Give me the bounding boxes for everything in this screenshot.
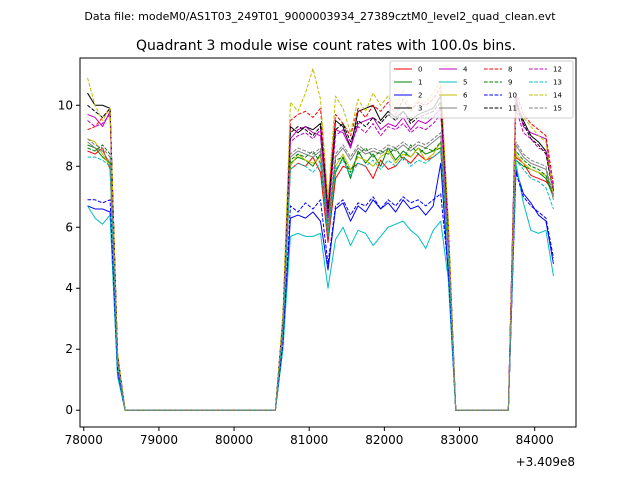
legend-entry-7: 7 — [439, 105, 467, 113]
legend-label: 9 — [508, 79, 512, 87]
legend-label: 11 — [508, 105, 517, 113]
legend-entry-12: 12 — [529, 66, 562, 74]
legend-label: 8 — [508, 66, 512, 74]
legend-label: 4 — [463, 66, 468, 74]
y-tick-label: 10 — [58, 98, 73, 112]
legend-entry-3: 3 — [394, 105, 422, 113]
legend-entry-8: 8 — [484, 66, 512, 74]
y-tick-label: 4 — [65, 281, 73, 295]
legend-entry-6: 6 — [439, 92, 468, 100]
legend-label: 10 — [508, 92, 517, 100]
x-tick-label: 79000 — [140, 433, 178, 447]
series-layer — [87, 68, 554, 411]
x-offset-label: +3.409e8 — [516, 455, 575, 469]
legend-label: 1 — [418, 79, 422, 87]
legend-label: 6 — [463, 92, 468, 100]
legend-entry-5: 5 — [439, 79, 467, 87]
x-axis: 78000 79000 80000 81000 82000 83000 84000 — [65, 427, 554, 447]
data-file-header: Data file: modeM0/AS1T03_249T01_90000039… — [84, 10, 556, 23]
legend-label: 5 — [463, 79, 467, 87]
x-tick-label: 82000 — [365, 433, 403, 447]
legend-label: 0 — [418, 66, 422, 74]
y-tick-label: 2 — [65, 342, 73, 356]
x-tick-label: 81000 — [290, 433, 328, 447]
legend-label: 15 — [553, 105, 562, 113]
legend-label: 12 — [553, 66, 562, 74]
legend-entry-14: 14 — [529, 92, 562, 100]
legend-entry-11: 11 — [484, 105, 517, 113]
x-tick-label: 84000 — [516, 433, 554, 447]
series-line-15 — [87, 132, 554, 411]
legend-entry-9: 9 — [484, 79, 512, 87]
plot-area-frame — [79, 57, 577, 428]
legend-box — [389, 60, 574, 119]
x-tick-label: 80000 — [215, 433, 253, 447]
x-tick-label: 78000 — [65, 433, 103, 447]
y-tick-label: 6 — [65, 220, 73, 234]
legend-label: 14 — [553, 92, 562, 100]
x-tick-label: 83000 — [440, 433, 478, 447]
legend-label: 7 — [463, 105, 467, 113]
legend-entry-0: 0 — [394, 66, 422, 74]
chart-title: Quadrant 3 module wise count rates with … — [136, 38, 516, 54]
legend-label: 2 — [418, 92, 422, 100]
legend-entry-15: 15 — [529, 105, 562, 113]
legend-entry-4: 4 — [439, 66, 468, 74]
y-tick-label: 0 — [65, 403, 73, 417]
y-tick-label: 8 — [65, 159, 73, 173]
legend-entry-10: 10 — [484, 92, 517, 100]
legend-label: 13 — [553, 79, 562, 87]
legend-entry-2: 2 — [394, 92, 422, 100]
legend-entry-1: 1 — [394, 79, 422, 87]
legend-label: 3 — [418, 105, 422, 113]
legend-entry-13: 13 — [529, 79, 562, 87]
y-axis: 0 2 4 6 8 10 — [58, 98, 80, 417]
series-line-10 — [87, 171, 554, 411]
